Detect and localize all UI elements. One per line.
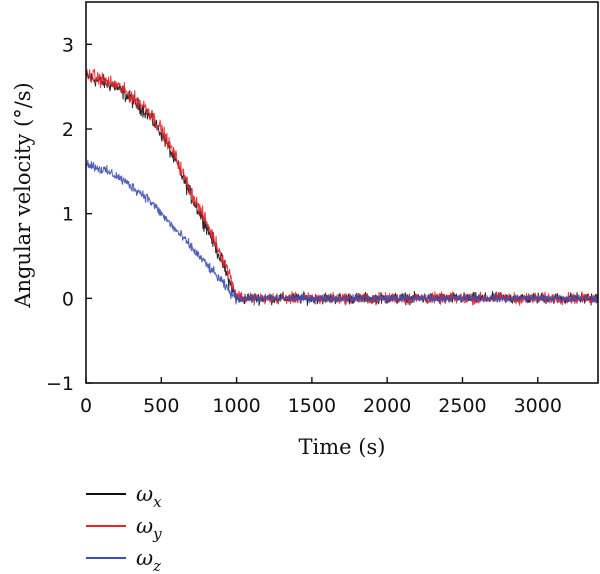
x-tick-label: 2000 bbox=[363, 395, 411, 417]
y-tick-label: 2 bbox=[62, 119, 74, 141]
legend-label: ωy bbox=[136, 514, 162, 543]
x-tick-label: 500 bbox=[143, 395, 179, 417]
y-tick-label: 3 bbox=[62, 34, 74, 56]
series-line-ωx bbox=[85, 70, 599, 306]
y-tick-label: 0 bbox=[62, 288, 74, 310]
tick-labels-layer: 0 500 1000 1500 2000 2500 3000 −1 0 1 2 3 bbox=[46, 34, 562, 417]
series-line-ωz bbox=[85, 159, 599, 306]
ticks-layer bbox=[85, 43, 539, 384]
x-axis-title: Time (s) bbox=[299, 435, 386, 459]
plot-frame bbox=[85, 1, 599, 384]
x-tick-label: 0 bbox=[80, 395, 92, 417]
legend-label: ωx bbox=[136, 482, 162, 511]
series-layer bbox=[85, 68, 599, 307]
y-axis-title: Angular velocity (°/s) bbox=[11, 82, 35, 308]
legend-label: ωz bbox=[136, 546, 161, 574]
y-tick-label: 1 bbox=[62, 204, 74, 226]
x-tick-label: 1500 bbox=[288, 395, 336, 417]
x-tick-label: 2500 bbox=[438, 395, 486, 417]
series-line-ωy bbox=[85, 68, 599, 307]
x-tick-label: 3000 bbox=[514, 395, 562, 417]
y-tick-label: −1 bbox=[46, 373, 74, 395]
legend: ωx ωy ωz bbox=[86, 482, 162, 574]
x-tick-label: 1000 bbox=[212, 395, 260, 417]
